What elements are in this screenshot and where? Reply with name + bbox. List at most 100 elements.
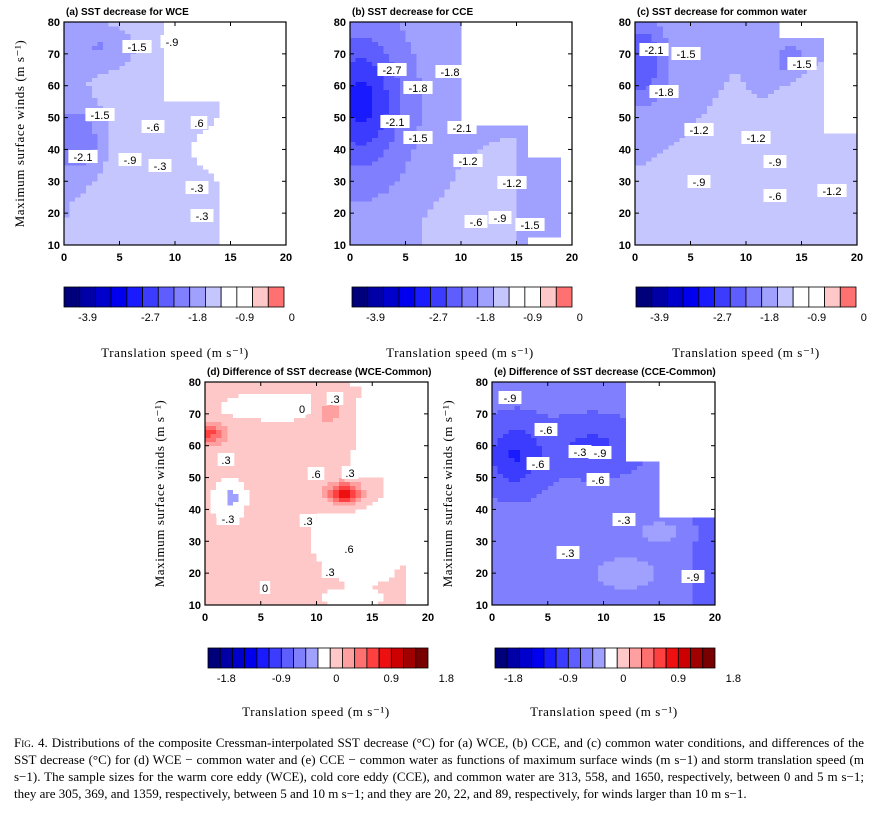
heatmap-cell — [372, 129, 379, 134]
heatmap-cell — [449, 145, 456, 150]
heatmap-cell — [690, 77, 697, 83]
heatmap-cell — [707, 93, 713, 98]
heatmap-cell — [64, 193, 70, 198]
heatmap-cell — [136, 65, 142, 71]
heatmap-cell — [350, 37, 356, 43]
heatmap-cell — [69, 185, 76, 190]
heatmap-cell — [555, 53, 562, 59]
heatmap-cell — [472, 229, 478, 234]
heatmap-cell — [438, 113, 445, 118]
heatmap-cell — [668, 81, 675, 87]
heatmap-cell — [466, 233, 473, 238]
heatmap-cell — [186, 149, 192, 154]
heatmap-cell — [472, 201, 478, 206]
heatmap-cell — [355, 37, 362, 43]
heatmap-cell — [69, 73, 76, 79]
heatmap-cell — [734, 181, 741, 186]
heatmap-cell — [355, 205, 362, 210]
heatmap-cell — [366, 37, 373, 43]
heatmap-cell — [657, 81, 664, 87]
heatmap-cell — [383, 141, 390, 146]
heatmap-cell — [444, 221, 451, 226]
heatmap-cell — [411, 241, 417, 246]
heatmap-cell — [86, 105, 93, 110]
heatmap-cell — [186, 133, 192, 138]
heatmap-cell — [125, 89, 131, 94]
heatmap-cell — [97, 85, 104, 90]
heatmap-cell — [180, 201, 187, 206]
heatmap-cell — [180, 169, 187, 174]
y-tick-label: 60 — [334, 81, 346, 93]
heatmap-cell — [696, 237, 702, 242]
heatmap-cell — [147, 69, 154, 75]
heatmap-cell — [388, 149, 395, 154]
heatmap-cell — [718, 69, 725, 75]
heatmap-cell — [662, 201, 669, 206]
heatmap-cell — [366, 181, 373, 186]
heatmap-cell — [488, 225, 495, 230]
heatmap-cell — [427, 241, 434, 246]
heatmap-cell — [158, 241, 165, 246]
heatmap-cell — [383, 149, 390, 154]
heatmap-cell — [773, 61, 780, 67]
heatmap-cell — [449, 213, 456, 218]
heatmap-cell — [729, 213, 736, 218]
heatmap-cell — [438, 149, 445, 154]
heatmap-cell — [640, 97, 647, 102]
heatmap-cell — [734, 113, 741, 118]
heatmap-cell — [466, 241, 473, 246]
heatmap-cell — [723, 22, 730, 27]
heatmap-cell — [651, 37, 658, 43]
heatmap-cell — [213, 237, 220, 242]
heatmap-cell — [549, 173, 556, 178]
heatmap-cell — [757, 189, 763, 194]
heatmap-cell — [701, 213, 708, 218]
heatmap-cell — [483, 157, 490, 162]
heatmap-cell — [679, 129, 686, 134]
heatmap-cell — [449, 141, 456, 146]
heatmap-cell — [158, 205, 165, 210]
heatmap-cell — [388, 241, 395, 246]
heatmap-cell — [718, 209, 725, 214]
heatmap-cell — [679, 169, 686, 174]
heatmap-cell — [723, 149, 730, 154]
heatmap-cell — [350, 141, 356, 146]
heatmap-cell — [411, 113, 417, 118]
heatmap-cell — [361, 53, 367, 59]
heatmap-cell — [510, 157, 517, 162]
heatmap-cell — [394, 145, 401, 150]
heatmap-cell — [147, 53, 154, 59]
heatmap-cell — [712, 189, 719, 194]
heatmap-cell — [544, 169, 551, 174]
heatmap-cell — [69, 93, 76, 98]
heatmap-cell — [247, 161, 253, 166]
heatmap-cell — [361, 189, 367, 194]
heatmap-cell — [366, 197, 373, 202]
heatmap-cell — [97, 165, 104, 170]
heatmap-cell — [505, 237, 512, 242]
heatmap-cell — [186, 161, 192, 166]
heatmap-cell — [69, 33, 76, 39]
heatmap-cell — [252, 217, 259, 222]
heatmap-cell — [690, 237, 697, 242]
heatmap-cell — [147, 205, 154, 210]
heatmap-cell — [718, 149, 725, 154]
heatmap-cell — [91, 61, 98, 67]
heatmap-cell — [427, 213, 434, 218]
contour-label: -.9 — [166, 37, 179, 49]
heatmap-cell — [202, 241, 209, 246]
heatmap-cell — [247, 233, 253, 238]
heatmap-cell — [141, 25, 148, 31]
heatmap-cell — [707, 41, 713, 47]
heatmap-cell — [433, 93, 440, 98]
heatmap-cell — [383, 153, 390, 158]
heatmap-cell — [635, 73, 641, 79]
heatmap-cell — [527, 77, 534, 83]
heatmap-cell — [108, 69, 115, 75]
heatmap-cell — [366, 45, 373, 51]
heatmap-cell — [651, 237, 658, 242]
heatmap-cell — [668, 173, 675, 178]
heatmap-cell — [258, 217, 265, 222]
heatmap-cell — [757, 165, 763, 170]
heatmap-cell — [141, 149, 148, 154]
